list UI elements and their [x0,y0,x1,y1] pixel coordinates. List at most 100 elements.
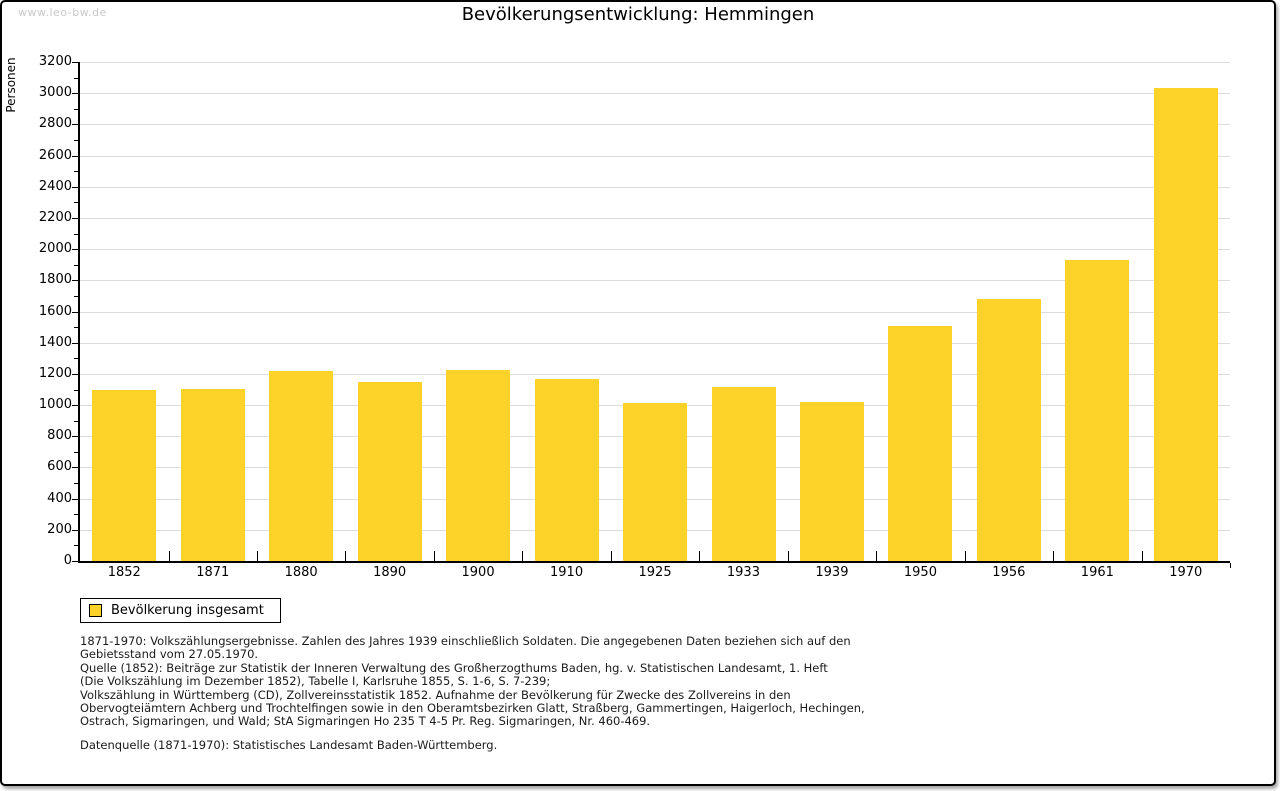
x-tick-label-1852: 1852 [107,565,141,580]
x-tick-label-1900: 1900 [461,565,495,580]
x-boundary-tick-12 [1141,551,1143,561]
y-major-tick-200 [72,529,78,531]
watermark: www.leo-bw.de [18,6,107,19]
y-tick-label-3200: 3200 [38,54,72,69]
y-minor-tick-2900 [74,108,78,110]
x-tick-label-1880: 1880 [284,565,318,580]
bar-1925 [623,402,687,561]
x-tick-label-1950: 1950 [903,565,937,580]
y-axis-line [78,62,80,563]
gridline-2200 [80,217,1230,219]
bar-1970 [1153,87,1218,561]
x-tick-label-1890: 1890 [373,565,407,580]
bar-1880 [269,370,334,561]
y-minor-tick-900 [74,420,78,422]
datasource-note: Datenquelle (1871-1970): Statistisches L… [80,738,498,752]
y-tick-label-1600: 1600 [38,303,72,319]
y-major-tick-2800 [72,124,78,126]
x-axis-line [78,561,1230,563]
bar-1871 [180,388,245,561]
x-tick-label-1910: 1910 [550,565,584,580]
x-tick-label-1933: 1933 [726,565,760,580]
x-boundary-tick-11 [1053,551,1055,561]
y-major-tick-2600 [72,155,78,157]
x-boundary-tick-6 [610,551,612,561]
y-tick-label-3000: 3000 [38,85,72,101]
y-tick-label-1800: 1800 [38,272,72,288]
x-tick-label-1925: 1925 [638,565,672,580]
y-major-tick-400 [72,498,78,500]
y-major-tick-1200 [72,373,78,375]
y-major-tick-800 [72,436,78,438]
y-major-tick-2000 [72,249,78,251]
y-axis-title: Personen [4,57,18,113]
bar-1852 [92,389,157,561]
y-minor-tick-1900 [74,264,78,266]
bar-1939 [799,401,864,561]
y-minor-tick-1700 [74,295,78,297]
x-axis-end-tick [1230,563,1231,568]
y-major-tick-1600 [72,311,78,313]
y-tick-label-1200: 1200 [38,365,72,381]
y-minor-tick-1300 [74,358,78,360]
y-tick-label-0: 0 [63,553,72,568]
y-major-tick-600 [72,467,78,469]
x-boundary-tick-2 [256,551,258,561]
y-tick-label-1400: 1400 [38,334,72,350]
y-tick-label-400: 400 [47,490,72,506]
y-tick-label-200: 200 [47,521,72,537]
bar-1950 [888,325,953,561]
x-boundary-tick-5 [522,551,524,561]
x-boundary-tick-9 [876,551,878,561]
x-boundary-tick-10 [964,551,966,561]
bar-1933 [711,387,776,561]
y-tick-label-2800: 2800 [38,116,72,132]
y-major-tick-1400 [72,342,78,344]
y-tick-label-2200: 2200 [38,209,72,225]
y-minor-tick-1100 [74,389,78,391]
gridline-3000 [80,93,1230,95]
y-minor-tick-100 [74,545,78,547]
bar-1956 [976,299,1041,561]
x-boundary-tick-8 [787,551,789,561]
legend-label: Bevölkerung insgesamt [111,603,264,618]
gridline-3200 [80,62,1230,63]
y-tick-label-2600: 2600 [38,147,72,163]
y-minor-tick-300 [74,514,78,516]
x-boundary-tick-7 [699,551,701,561]
y-major-tick-0 [72,561,78,562]
gridline-2800 [80,124,1230,126]
y-minor-tick-700 [74,451,78,453]
x-tick-label-1939: 1939 [815,565,849,580]
y-major-tick-2200 [72,217,78,219]
gridline-2600 [80,155,1230,157]
y-minor-tick-3100 [74,77,78,79]
bar-1890 [357,381,422,561]
gridline-1400 [80,342,1230,344]
bar-1900 [446,370,511,561]
x-tick-label-1871: 1871 [196,565,230,580]
y-major-tick-3200 [72,62,78,63]
y-minor-tick-2700 [74,140,78,141]
y-minor-tick-1500 [74,327,78,329]
y-minor-tick-2100 [74,233,78,235]
bar-1910 [534,378,599,561]
gridline-2400 [80,186,1230,188]
y-major-tick-1000 [72,405,78,407]
x-tick-label-1956: 1956 [992,565,1026,580]
y-major-tick-2400 [72,186,78,188]
x-tick-label-1970: 1970 [1169,565,1203,580]
legend-swatch [89,604,102,617]
y-minor-tick-500 [74,483,78,484]
y-tick-label-1000: 1000 [38,397,72,413]
y-tick-label-800: 800 [47,428,72,444]
legend: Bevölkerung insgesamt [80,598,281,623]
y-tick-label-600: 600 [47,459,72,475]
bar-1961 [1065,260,1130,561]
page-title: Bevölkerungsentwicklung: Hemmingen [461,4,815,25]
gridline-2000 [80,249,1230,251]
y-major-tick-1800 [72,280,78,282]
x-boundary-tick-4 [433,551,435,561]
